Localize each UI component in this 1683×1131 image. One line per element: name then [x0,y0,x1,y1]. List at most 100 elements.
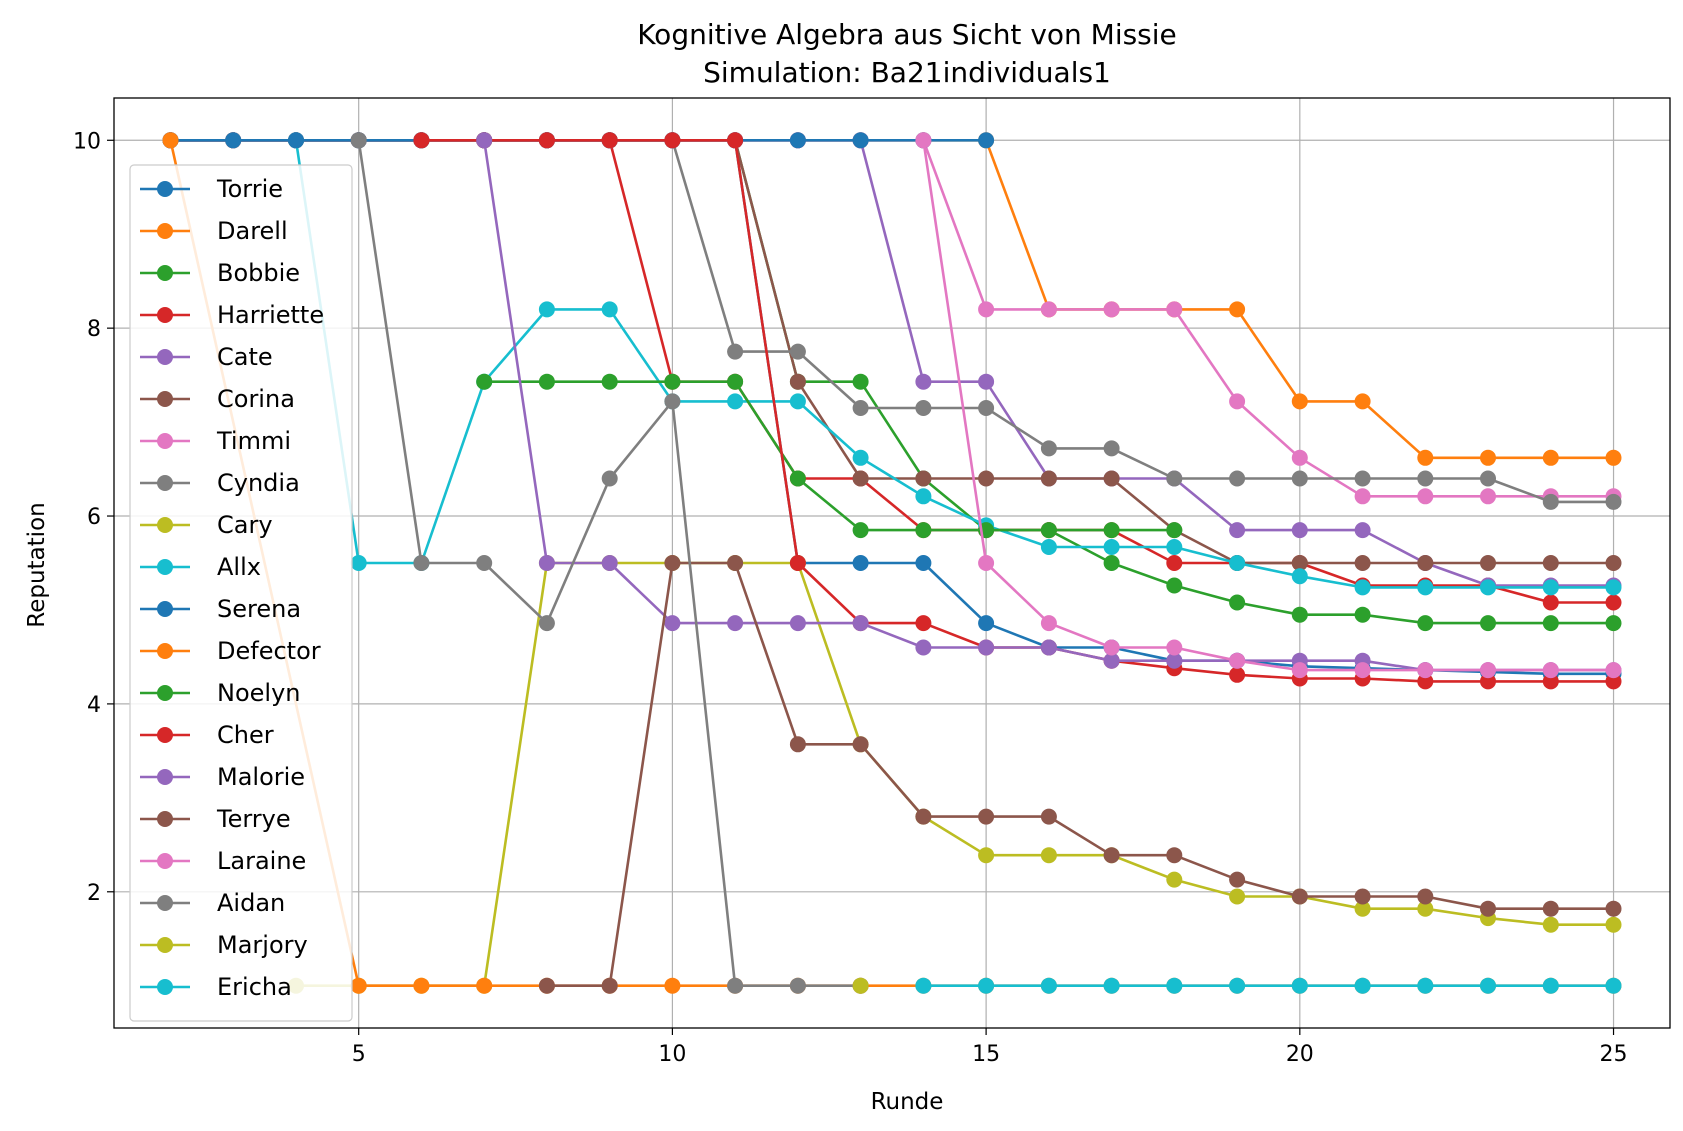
plot-frame [113,97,1671,1029]
data-point [538,555,555,571]
legend-item: Cyndia [140,469,300,497]
y-tick-label: 2 [87,881,101,906]
data-point [978,977,995,994]
data-point [978,301,995,318]
legend-marker [157,937,173,953]
data-point [1229,301,1246,318]
data-point [915,373,932,390]
data-point [1166,871,1183,888]
data-point [413,977,430,994]
data-point [789,393,806,410]
data-point [1291,977,1308,994]
data-point [1605,555,1622,571]
data-point [1291,449,1308,466]
data-point [1040,440,1057,457]
data-point [915,132,932,149]
data-point [664,555,681,571]
legend-item: Malorie [140,763,305,791]
data-point [789,132,806,149]
legend-marker [157,601,173,617]
data-point [1103,847,1120,864]
data-point [601,470,618,487]
data-point [1354,662,1371,679]
series-allx [288,132,1622,596]
data-point [1480,579,1496,596]
legend-label: Noelyn [217,679,300,707]
data-point [1480,488,1496,505]
data-point [1354,888,1371,905]
data-point [1605,662,1622,679]
data-point [915,488,932,505]
legend-item: Aidan [140,889,285,917]
series-laraine [915,132,1622,679]
data-point [978,555,995,571]
data-point [1229,594,1246,611]
legend-label: Malorie [217,763,305,791]
legend-item: Darell [140,217,288,245]
data-point [852,615,869,632]
chart-title: Kognitive Algebra aus Sicht von Missie [637,18,1177,51]
legend-label: Serena [217,595,301,623]
data-point [978,373,995,390]
data-point [1354,555,1371,571]
series-group [162,132,1622,994]
legend-label: Marjory [217,931,308,959]
data-point [350,132,367,149]
data-point [601,132,618,149]
legend-label: Terrye [216,805,291,833]
data-point [664,393,681,410]
data-point [413,555,430,571]
data-point [915,400,932,416]
data-point [1542,916,1559,933]
data-point [915,615,932,632]
series-line [484,380,1175,532]
legend-item: Allx [140,553,261,581]
legend-marker [157,811,173,827]
data-point [978,400,995,416]
data-point [1166,539,1183,555]
series-ericha [915,977,1622,994]
legend-label: Torrie [216,175,283,203]
legend-marker [157,307,173,323]
data-point [1354,522,1371,539]
legend-marker [157,769,173,785]
data-point [1229,871,1246,888]
data-point [1542,579,1559,596]
data-point [1291,470,1308,487]
legend-marker [157,853,173,869]
data-point [1417,662,1434,679]
legend-item: Timmi [140,427,291,455]
y-tick-label: 4 [87,693,101,718]
data-point [538,615,555,632]
data-point [1542,900,1559,917]
legend-item: Corina [140,385,295,413]
legend-label: Defector [217,637,321,665]
data-point [978,808,995,825]
data-point [1291,888,1308,905]
x-tick-label: 15 [972,1042,1000,1067]
data-point [538,132,555,149]
data-point [1417,615,1434,632]
data-point [978,615,995,632]
data-point [727,373,744,390]
data-point [1354,579,1371,596]
data-point [1542,615,1559,632]
data-point [476,132,493,149]
data-point [1166,847,1183,864]
series-line [922,140,1614,672]
data-point [664,615,681,632]
legend-marker [157,349,173,365]
data-point [1605,916,1622,933]
data-point [1291,393,1308,410]
data-point [1103,555,1120,571]
data-point [413,132,430,149]
legend-marker [157,685,173,701]
data-point [789,470,806,487]
legend-item: Serena [140,595,301,623]
series-aidan [350,132,869,994]
data-point [1417,673,1434,690]
data-point [1166,977,1183,994]
data-point [538,301,555,318]
data-point [1166,652,1183,669]
data-point [915,555,932,571]
